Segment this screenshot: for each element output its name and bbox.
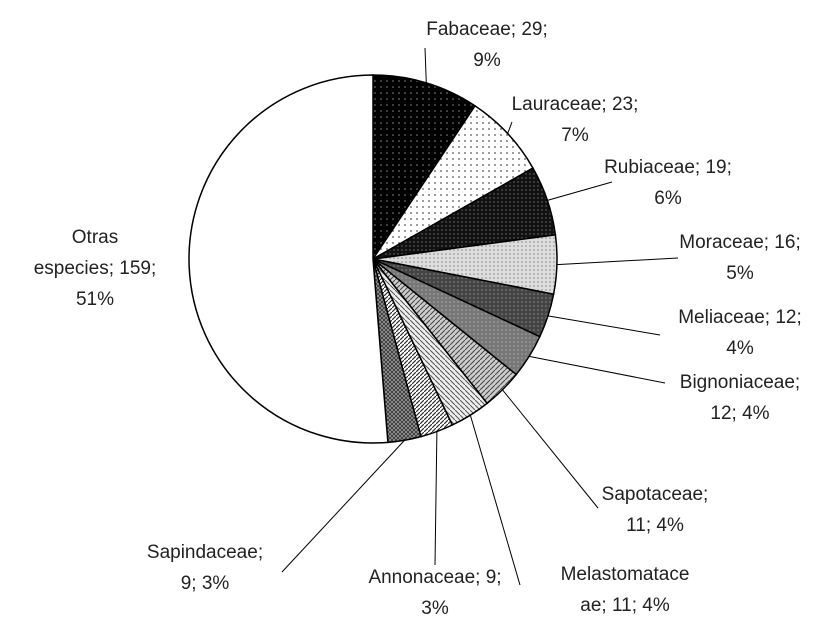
- leader-line: [547, 181, 613, 201]
- leader-line: [547, 315, 661, 336]
- leader-line: [434, 431, 438, 566]
- data-label: Fabaceae; 29; 9%: [426, 19, 547, 71]
- data-label: Meliaceae; 12; 4%: [678, 307, 802, 359]
- data-label: Annonaceae; 9; 3%: [368, 567, 501, 619]
- data-label-line: 12; 4%: [710, 403, 769, 424]
- data-label-line: Rubiaceae; 19;: [604, 157, 732, 178]
- data-label-line: Sapindaceae;: [147, 542, 263, 563]
- data-label: Sapindaceae; 9; 3%: [147, 542, 263, 594]
- data-label-line: especies; 159;: [34, 258, 157, 279]
- data-label-line: 9%: [473, 50, 501, 71]
- data-label: Rubiaceae; 19; 6%: [604, 157, 732, 209]
- data-label-line: 4%: [726, 338, 754, 359]
- data-label: Sapotaceae; 11; 4%: [602, 484, 709, 536]
- data-label-line: 3%: [421, 598, 449, 619]
- data-label-line: Otras: [72, 227, 118, 248]
- data-label: Otras especies; 159; 51%: [34, 227, 157, 310]
- data-label: Moraceae; 16; 5%: [679, 232, 800, 284]
- leader-line: [529, 355, 666, 384]
- data-label-line: Bignoniaceae;: [680, 372, 800, 393]
- data-label-line: 5%: [726, 263, 754, 284]
- data-label-line: Lauraceae; 23;: [512, 94, 639, 115]
- leader-line: [469, 415, 521, 586]
- data-label-line: 7%: [561, 125, 589, 146]
- data-label: Bignoniaceae; 12; 4%: [680, 372, 800, 424]
- data-label-line: Meliaceae; 12;: [678, 307, 802, 328]
- data-label-line: 9; 3%: [181, 573, 230, 594]
- data-label-line: Annonaceae; 9;: [368, 567, 501, 588]
- leader-line: [507, 121, 513, 134]
- data-label-line: 51%: [76, 289, 114, 310]
- leader-line: [556, 257, 679, 266]
- leader-line: [281, 439, 405, 573]
- leader-line: [424, 47, 427, 83]
- data-label: Melastomatace ae; 11; 4%: [561, 564, 690, 616]
- data-label-line: ae; 11; 4%: [580, 595, 670, 616]
- leader-line: [502, 389, 599, 509]
- pie-slice: [188, 74, 389, 444]
- data-label-line: Sapotaceae;: [602, 484, 709, 505]
- data-label-line: 11; 4%: [626, 515, 684, 536]
- data-label-line: Melastomatace: [561, 564, 690, 585]
- data-label-line: 6%: [654, 188, 682, 209]
- data-label: Lauraceae; 23; 7%: [512, 94, 639, 146]
- data-label-line: Moraceae; 16;: [679, 232, 800, 253]
- data-label-line: Fabaceae; 29;: [426, 19, 547, 40]
